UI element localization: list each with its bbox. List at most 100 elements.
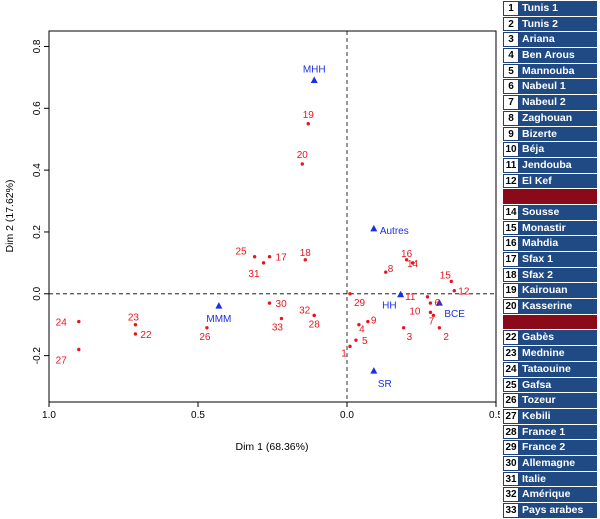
column-point-marker (215, 302, 223, 309)
row-point-label: 31 (248, 269, 260, 280)
legend-row: 15 Monastir (503, 220, 597, 237)
row-point-dot (348, 292, 352, 296)
y-axis-ticks: -0.2 0.0 0.2 0.4 0.6 0.8 (32, 39, 49, 364)
legend-region-name: Nabeul 1 (519, 79, 597, 95)
legend-region-name: France 1 (519, 424, 597, 440)
legend-row: 4 Ben Arous (503, 48, 597, 64)
row-point-label: 16 (401, 249, 413, 260)
row-point-dot (384, 270, 388, 274)
legend-region-name: Sfax 1 (519, 252, 597, 267)
row-point-label: 20 (297, 150, 309, 161)
legend-row: 26 Tozeur (503, 393, 597, 409)
legend-region-name: Ariana (519, 32, 597, 48)
row-point-dot (279, 316, 284, 321)
y-tick-label: -0.2 (32, 347, 43, 365)
legend-row: 18 Sfax 2 (503, 267, 597, 284)
legend-row: 25 Gafsa (503, 377, 597, 394)
legend-region-name: Tataouine (519, 361, 597, 377)
legend-number: 2 (503, 16, 519, 32)
legend-number: 24 (503, 361, 519, 377)
column-point-marker (397, 290, 405, 298)
row-point-dot (348, 344, 352, 349)
legend-region-name: Tozeur (519, 393, 597, 408)
column-point-label: MMM (206, 314, 231, 325)
legend-region-name: Sfax 2 (519, 267, 597, 283)
legend-region-name: Béja (519, 142, 597, 157)
row-point-dot (77, 319, 81, 324)
row-point-dot (404, 258, 409, 262)
legend-region-name: Tunis 2 (519, 16, 597, 32)
legend-region-name: Jendouba (519, 157, 597, 173)
x-axis-ticks: 1.0 0.5 0.0 0.5 (42, 402, 500, 421)
row-point-label: 33 (272, 323, 284, 334)
legend-number: 8 (503, 110, 519, 126)
row-point-label: 18 (300, 248, 312, 259)
legend-number: 19 (503, 283, 519, 299)
row-point-label: 22 (140, 330, 152, 341)
legend-number: 15 (503, 220, 519, 236)
row-point-dot (354, 338, 358, 342)
legend-row: 22 Gabès (503, 330, 597, 347)
x-tick-label: 0.5 (489, 410, 500, 421)
legend-row: 29 France 2 (503, 440, 597, 456)
legend-number: 9 (503, 126, 519, 142)
legend-region-name: Gafsa (519, 377, 597, 393)
row-point-label: 19 (303, 110, 315, 121)
legend-number: 1 (503, 1, 519, 16)
y-tick-label: 0.6 (32, 101, 43, 115)
column-point-label: MHH (303, 64, 326, 75)
row-point-label: 6 (434, 298, 440, 309)
legend-row: 1 Tunis 1 (503, 1, 597, 17)
legend-row: 7 Nabeul 2 (503, 95, 597, 111)
x-tick-label: 1.0 (42, 410, 56, 421)
legend-number: 20 (503, 299, 519, 314)
legend-row: 6 Nabeul 1 (503, 79, 597, 96)
row-point-label: 27 (56, 355, 68, 366)
column-point-label: HH (382, 301, 396, 312)
row-point-dot (306, 122, 310, 126)
legend-region-name: Kebili (519, 408, 597, 424)
legend-row: 31 Italie (503, 471, 597, 488)
y-axis-label: Dim 2 (17.62%) (4, 180, 16, 253)
legend-number: 4 (503, 48, 519, 63)
legend-number: 6 (503, 79, 519, 95)
legend-row: 30 Allemagne (503, 455, 597, 472)
legend-region-name: France 2 (519, 440, 597, 455)
row-point-dot (133, 323, 138, 327)
row-point-label: 24 (56, 318, 68, 329)
legend-region-name: Sousse (519, 204, 597, 220)
legend-number: 18 (503, 267, 519, 283)
row-point-label: 4 (359, 325, 365, 336)
legend-row: 19 Kairouan (503, 283, 597, 300)
row-point-label: 15 (440, 270, 452, 281)
row-point-label: 14 (407, 259, 419, 270)
row-point-label: 32 (299, 305, 311, 316)
row-point-dot (452, 289, 456, 293)
column-point-label: Autres (380, 226, 409, 237)
row-point-label: 28 (309, 319, 321, 330)
legend-row: 28 France 1 (503, 424, 597, 441)
legend-row: 8 Zaghouan (503, 110, 597, 127)
row-point-dot (428, 310, 433, 315)
column-point-marker (370, 367, 378, 374)
legend-region-name: Monastir (519, 220, 597, 236)
legend-row: 14 Sousse (503, 204, 597, 221)
legend-number: 12 (503, 173, 519, 189)
legend-separator (503, 314, 597, 331)
y-tick-label: 0.2 (32, 225, 43, 239)
row-point-dot (267, 301, 272, 305)
legend-number: 22 (503, 330, 519, 346)
legend-row: 3 Ariana (503, 32, 597, 49)
row-point-label: 10 (409, 306, 421, 317)
row-point-label: 9 (371, 316, 377, 327)
legend-number: 32 (503, 487, 519, 502)
legend-region-name: Mahdia (519, 236, 597, 251)
legend-number: 23 (503, 346, 519, 361)
row-point-label: 11 (405, 292, 416, 303)
column-point-label: BCE (444, 309, 465, 320)
plot-frame (48, 30, 497, 403)
row-point-dot (205, 326, 209, 330)
ca-biplot: 1.0 0.5 0.0 0.5 -0.2 0.0 0.2 0.4 0.6 0.8 MHH Autr… (4, 30, 500, 453)
row-point-label: 5 (362, 336, 368, 347)
legend-region-name: Bizerte (519, 126, 597, 142)
